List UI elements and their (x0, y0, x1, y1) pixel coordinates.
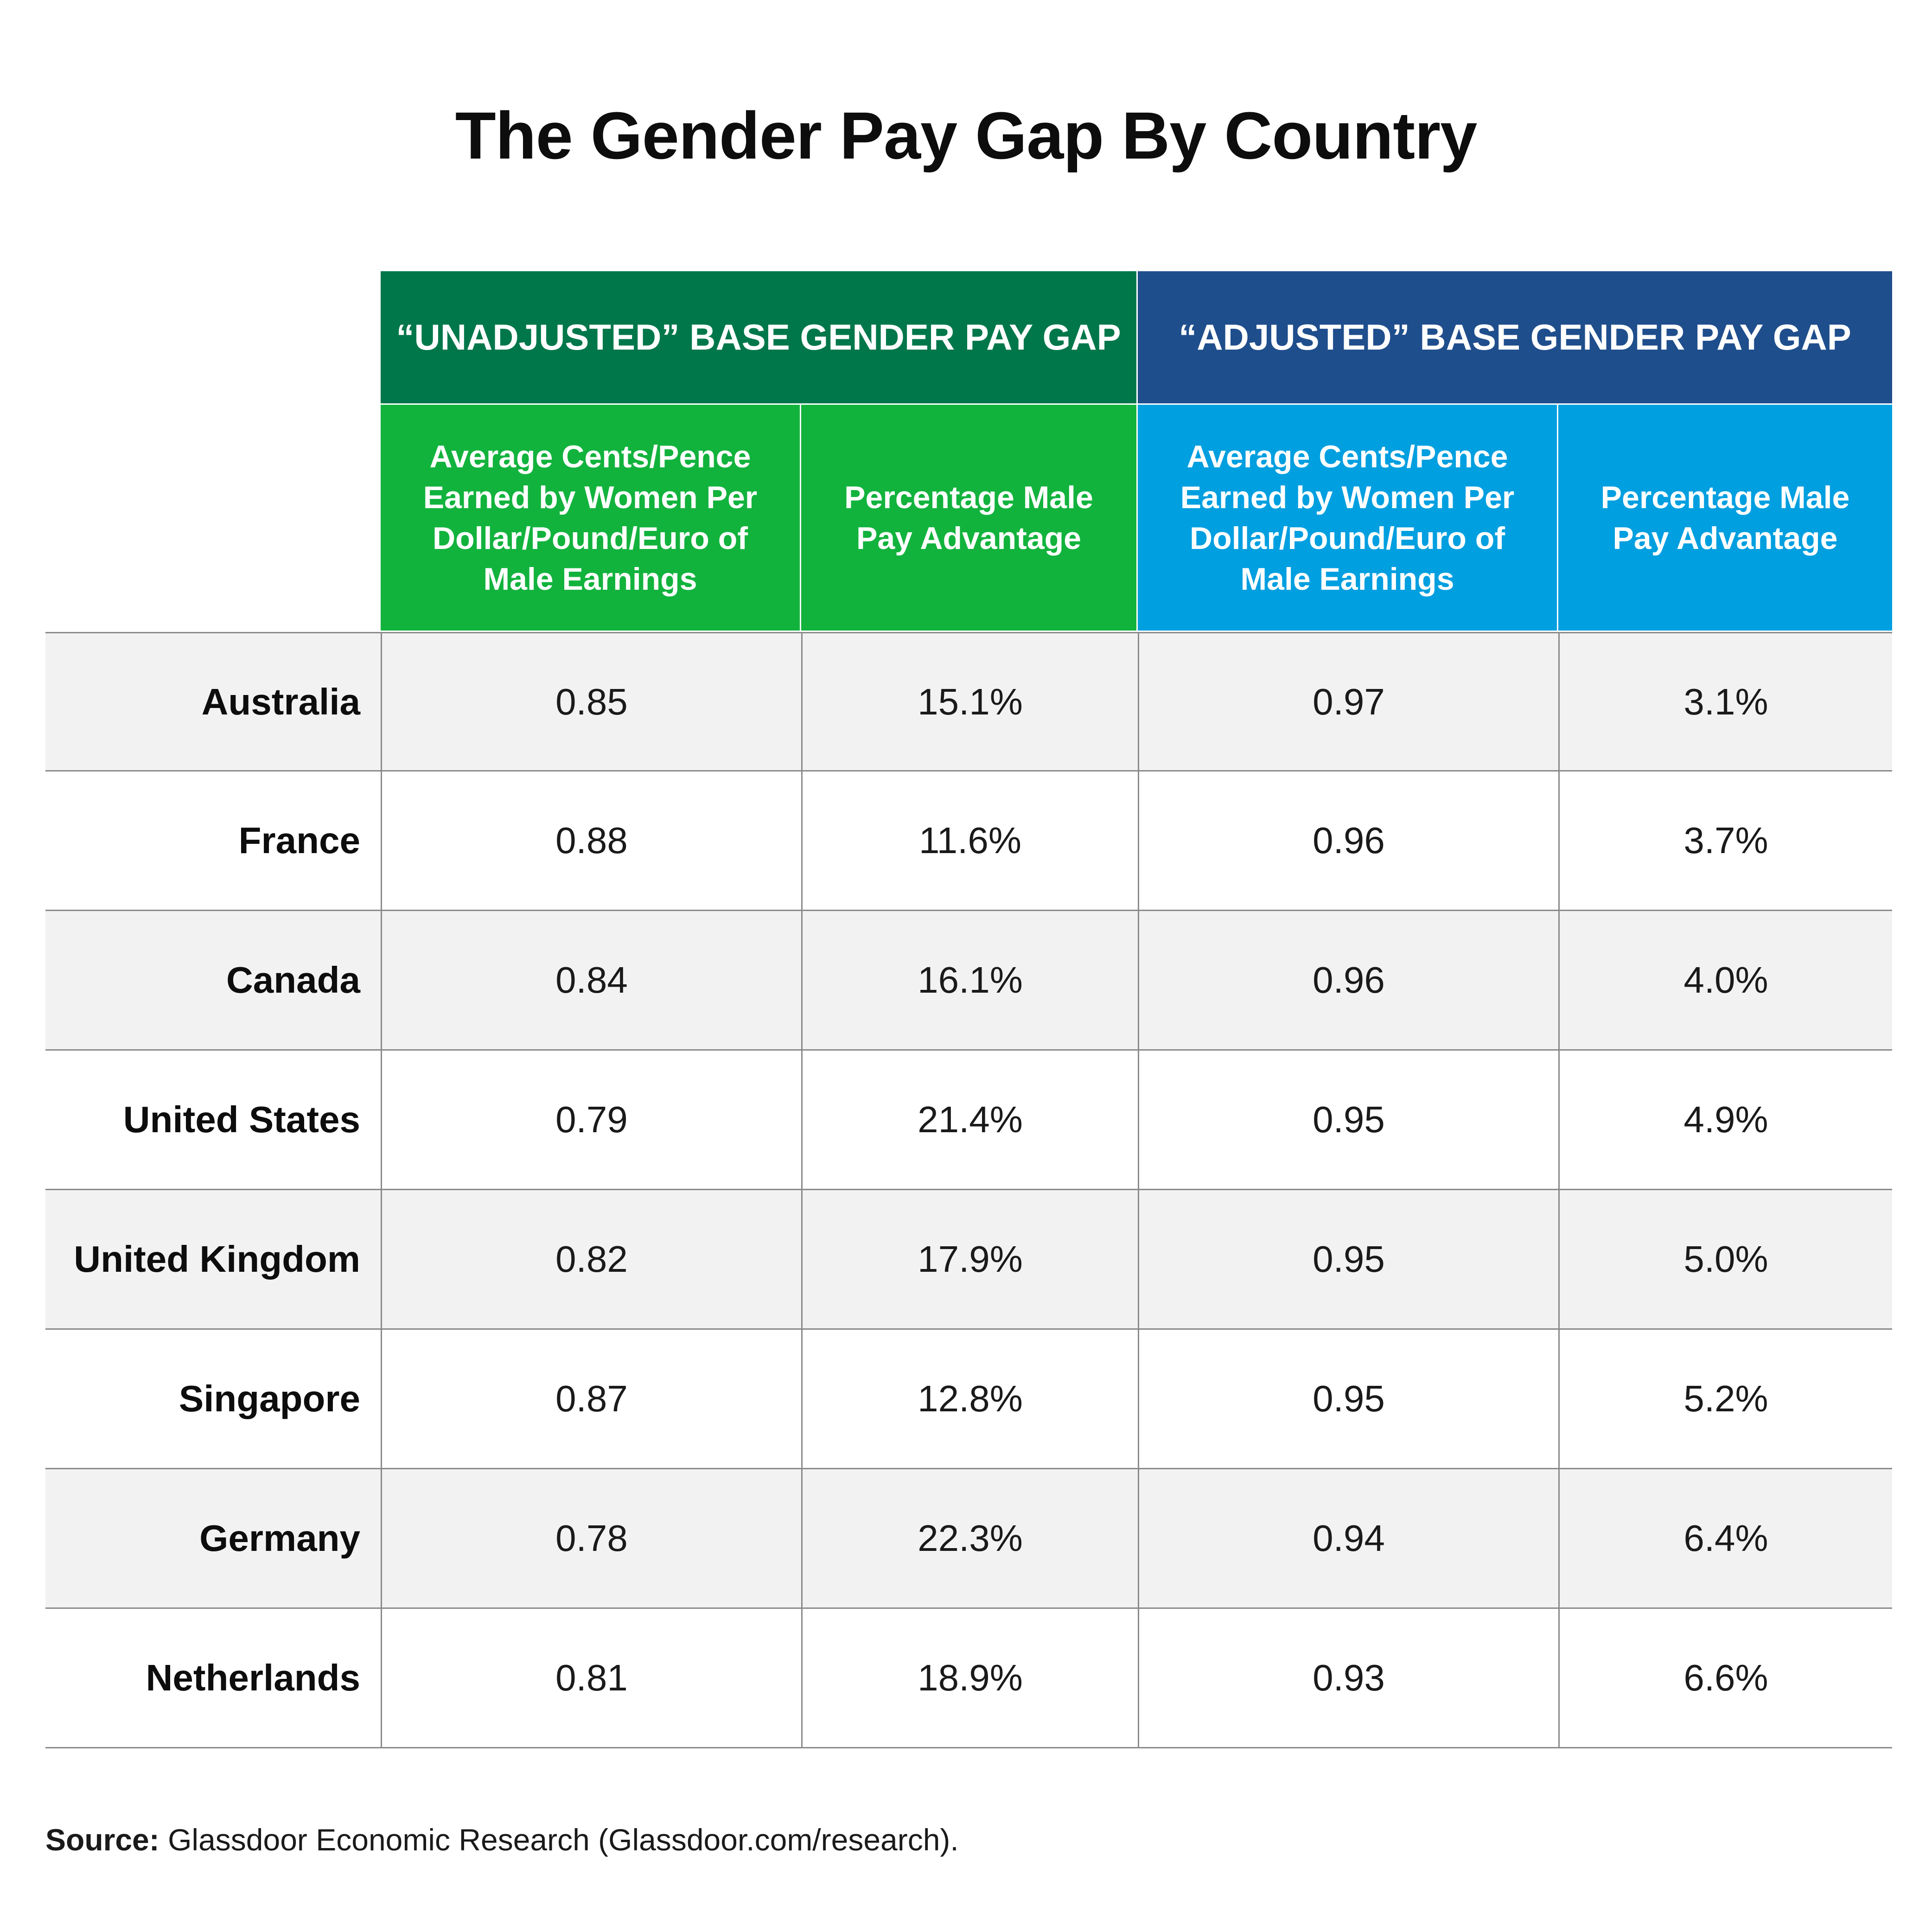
source-text: Glassdoor Economic Research (Glassdoor.c… (168, 1823, 959, 1857)
table-row: Singapore 0.87 12.8% 0.95 5.2% (45, 1330, 1892, 1469)
unadjusted-pct-cell: 22.3% (801, 1469, 1138, 1607)
adjusted-cents-cell: 0.93 (1138, 1609, 1558, 1747)
table-row: Australia 0.85 15.1% 0.97 3.1% (45, 632, 1892, 772)
country-cell: Germany (199, 1518, 360, 1559)
country-cell: France (238, 820, 360, 861)
unadjusted-cents-cell: 0.88 (381, 772, 801, 910)
pay-gap-table: “UNADJUSTED” BASE GENDER PAY GAP “ADJUST… (45, 271, 1892, 1748)
unadjusted-pct-cell: 16.1% (801, 911, 1138, 1049)
country-cell: United States (123, 1099, 360, 1140)
adjusted-pct-cell: 4.0% (1558, 911, 1892, 1049)
unadjusted-pct-cell: 21.4% (801, 1051, 1138, 1189)
unadjusted-pct-cell: 11.6% (801, 772, 1138, 910)
adjusted-pct-cell: 3.1% (1558, 633, 1892, 770)
unadjusted-pct-cell: 12.8% (801, 1330, 1138, 1468)
adjusted-pct-cell: 5.2% (1558, 1330, 1892, 1468)
adjusted-cents-cell: 0.96 (1138, 772, 1558, 910)
adjusted-cents-header: Average Cents/Pence Earned by Women Per … (1138, 405, 1557, 631)
unadjusted-cents-cell: 0.82 (381, 1190, 801, 1328)
adjusted-pct-cell: 4.9% (1558, 1051, 1892, 1189)
unadjusted-pct-header: Percentage Male Pay Advantage (801, 405, 1136, 631)
country-cell: Netherlands (146, 1657, 360, 1698)
adjusted-pct-cell: 5.0% (1558, 1190, 1892, 1328)
adjusted-pct-header: Percentage Male Pay Advantage (1558, 405, 1892, 631)
unadjusted-cents-cell: 0.85 (381, 633, 801, 770)
table-row: Netherlands 0.81 18.9% 0.93 6.6% (45, 1609, 1892, 1748)
page-title: The Gender Pay Gap By Country (455, 98, 1478, 173)
country-cell: United Kingdom (74, 1238, 360, 1280)
unadjusted-pct-cell: 18.9% (801, 1609, 1138, 1747)
adjusted-pct-cell: 6.6% (1558, 1609, 1892, 1747)
adjusted-cents-cell: 0.96 (1138, 911, 1558, 1049)
country-cell: Canada (226, 959, 360, 1001)
adjusted-cents-cell: 0.95 (1138, 1190, 1558, 1328)
adjusted-cents-cell: 0.95 (1138, 1051, 1558, 1189)
adjusted-pct-cell: 3.7% (1558, 772, 1892, 910)
adjusted-cents-cell: 0.95 (1138, 1330, 1558, 1468)
country-cell: Australia (201, 681, 360, 722)
table-row: Germany 0.78 22.3% 0.94 6.4% (45, 1469, 1892, 1609)
table-row: Canada 0.84 16.1% 0.96 4.0% (45, 911, 1892, 1051)
source-note: Source: Glassdoor Economic Research (Gla… (45, 1822, 959, 1857)
unadjusted-cents-cell: 0.87 (381, 1330, 801, 1468)
adjusted-group-header: “ADJUSTED” BASE GENDER PAY GAP (1138, 271, 1892, 403)
table-row: United States 0.79 21.4% 0.95 4.9% (45, 1051, 1892, 1190)
unadjusted-cents-cell: 0.79 (381, 1051, 801, 1189)
country-cell: Singapore (179, 1378, 360, 1419)
source-label: Source: (45, 1823, 159, 1857)
table-row: France 0.88 11.6% 0.96 3.7% (45, 772, 1892, 911)
unadjusted-cents-cell: 0.84 (381, 911, 801, 1049)
unadjusted-group-header: “UNADJUSTED” BASE GENDER PAY GAP (381, 271, 1136, 403)
adjusted-cents-cell: 0.97 (1138, 633, 1558, 770)
table-row: United Kingdom 0.82 17.9% 0.95 5.0% (45, 1190, 1892, 1330)
unadjusted-cents-cell: 0.78 (381, 1469, 801, 1607)
unadjusted-cents-header: Average Cents/Pence Earned by Women Per … (381, 405, 800, 631)
unadjusted-cents-cell: 0.81 (381, 1609, 801, 1747)
unadjusted-pct-cell: 15.1% (801, 633, 1138, 770)
adjusted-pct-cell: 6.4% (1558, 1469, 1892, 1607)
adjusted-cents-cell: 0.94 (1138, 1469, 1558, 1607)
unadjusted-pct-cell: 17.9% (801, 1190, 1138, 1328)
